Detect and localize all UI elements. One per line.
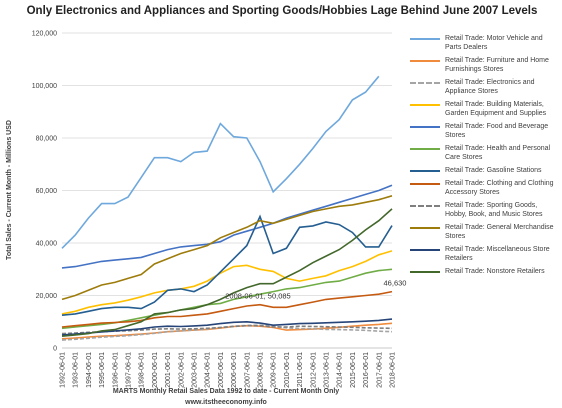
legend-label: Retail Trade: Miscellaneous Store Retail… [445, 246, 550, 262]
legend-label: Retail Trade: General Merchandise Stores [445, 224, 554, 240]
x-tick-label: 2003-06-01 [192, 352, 199, 388]
legend-label: Retail Trade: Clothing and Clothing Acce… [445, 180, 554, 196]
y-axis-title: Total Sales - Current Month - Millions U… [6, 120, 13, 260]
x-tick-label: 1993-06-01 [73, 352, 80, 388]
footer: www.itstheeconomy.info [184, 399, 267, 406]
x-tick-label: 2015-06-01 [350, 352, 357, 388]
x-tick-label: 2005-06-01 [218, 352, 225, 388]
x-tick-label: 1997-06-01 [126, 352, 133, 388]
x-tick-label: 2011-06-01 [297, 352, 304, 387]
y-tick-label: 20,000 [36, 293, 58, 300]
legend-swatch [410, 205, 440, 207]
legend-label: Retail Trade: Nonstore Retailers [445, 268, 545, 275]
legend-label: Retail Trade: Gasoline Stations [445, 167, 542, 174]
y-tick-label: 100,000 [32, 83, 57, 90]
x-tick-label: 2001-06-01 [165, 352, 172, 388]
legend-swatch [410, 38, 440, 40]
x-tick-label: 2006-06-01 [231, 352, 238, 388]
x-tick-label: 2009-06-01 [271, 352, 278, 388]
series-line [61, 195, 393, 301]
legend-swatch [410, 104, 440, 106]
x-tick-label: 2004-06-01 [205, 352, 212, 388]
legend-swatch [410, 170, 440, 172]
series-line [61, 214, 393, 316]
y-tick-label: 80,000 [36, 136, 58, 143]
legend-item: Retail Trade: Sporting Goods, Hobby, Boo… [410, 201, 560, 219]
legend-label: Retail Trade: Electronics and Appliance … [445, 79, 535, 95]
x-tick-label: 2014-06-01 [337, 352, 344, 388]
legend-item: Retail Trade: Gasoline Stations [410, 166, 560, 175]
x-tick-label: 2010-06-01 [284, 352, 291, 388]
x-tick-label: 1998-06-01 [139, 352, 146, 388]
legend-label: Retail Trade: Motor Vehicle and Parts De… [445, 35, 543, 51]
x-tick-label: 2013-06-01 [324, 352, 331, 388]
x-tick-label: 2016-06-01 [363, 352, 370, 388]
legend-item: Retail Trade: Electronics and Appliance … [410, 78, 560, 96]
legend-item: Retail Trade: Motor Vehicle and Parts De… [410, 34, 560, 52]
legend-label: Retail Trade: Furniture and Home Furnish… [445, 57, 549, 73]
x-tick-label: 2000-06-01 [152, 352, 159, 388]
legend-item: Retail Trade: Clothing and Clothing Acce… [410, 179, 560, 197]
legend: Retail Trade: Motor Vehicle and Parts De… [410, 34, 560, 280]
series-line [61, 318, 393, 336]
y-tick-label: 40,000 [36, 241, 58, 248]
legend-label: Retail Trade: Food and Beverage Stores [445, 123, 549, 139]
annotation: 2008-06-01, 50,085 [225, 292, 290, 301]
legend-label: Retail Trade: Building Materials, Garden… [445, 101, 547, 117]
legend-swatch [410, 183, 440, 185]
x-tick-label: 2017-06-01 [376, 352, 383, 388]
legend-label: Retail Trade: Health and Personal Care S… [445, 145, 551, 161]
y-tick-label: 60,000 [36, 188, 58, 195]
legend-swatch [410, 227, 440, 229]
legend-swatch [410, 60, 440, 62]
legend-item: Retail Trade: Building Materials, Garden… [410, 100, 560, 118]
series-line [61, 184, 393, 269]
legend-swatch [410, 148, 440, 150]
series-line [61, 290, 393, 328]
x-tick-label: 2008-06-01 [258, 352, 265, 388]
legend-item: Retail Trade: Furniture and Home Furnish… [410, 56, 560, 74]
series-line [61, 250, 393, 315]
legend-swatch [410, 82, 440, 84]
legend-swatch [410, 249, 440, 251]
legend-item: Retail Trade: General Merchandise Stores [410, 223, 560, 241]
series-line [61, 75, 380, 249]
x-axis-title: MARTS Monthly Retail Sales Data 1992 to … [113, 388, 339, 395]
legend-item: Retail Trade: Food and Beverage Stores [410, 122, 560, 140]
legend-swatch [410, 271, 440, 273]
annotation: 46,630 [384, 279, 407, 288]
legend-item: Retail Trade: Miscellaneous Store Retail… [410, 245, 560, 263]
legend-label: Retail Trade: Sporting Goods, Hobby, Boo… [445, 202, 543, 218]
x-tick-label: 1996-06-01 [112, 352, 119, 388]
y-tick-label: 0 [53, 346, 57, 353]
legend-swatch [410, 126, 440, 128]
x-tick-label: 2002-06-01 [178, 352, 185, 388]
legend-item: Retail Trade: Nonstore Retailers [410, 267, 560, 276]
series-line [61, 208, 393, 337]
x-tick-label: 2007-06-01 [244, 352, 251, 388]
x-tick-label: 1992-06-01 [60, 352, 67, 388]
legend-item: Retail Trade: Health and Personal Care S… [410, 144, 560, 162]
y-tick-label: 120,000 [32, 31, 57, 38]
x-tick-label: 1994-06-01 [86, 352, 93, 388]
x-tick-label: 2018-06-01 [390, 352, 397, 388]
chart-title: Only Electronics and Appliances and Spor… [27, 5, 538, 17]
x-tick-label: 2012-06-01 [310, 352, 317, 388]
x-tick-label: 1995-06-01 [99, 352, 106, 388]
